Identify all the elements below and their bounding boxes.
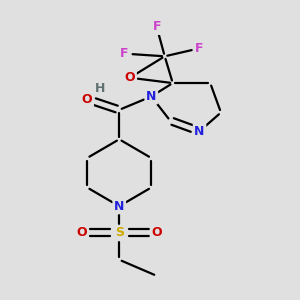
Text: F: F (195, 42, 204, 55)
Text: O: O (124, 71, 135, 84)
Text: F: F (152, 20, 161, 33)
Text: N: N (146, 90, 157, 103)
Text: O: O (76, 226, 87, 239)
Text: O: O (82, 93, 92, 106)
Text: F: F (120, 47, 129, 60)
Text: H: H (95, 82, 106, 95)
Text: S: S (115, 226, 124, 239)
Text: N: N (194, 125, 205, 138)
Text: O: O (152, 226, 162, 239)
Text: N: N (114, 200, 124, 213)
